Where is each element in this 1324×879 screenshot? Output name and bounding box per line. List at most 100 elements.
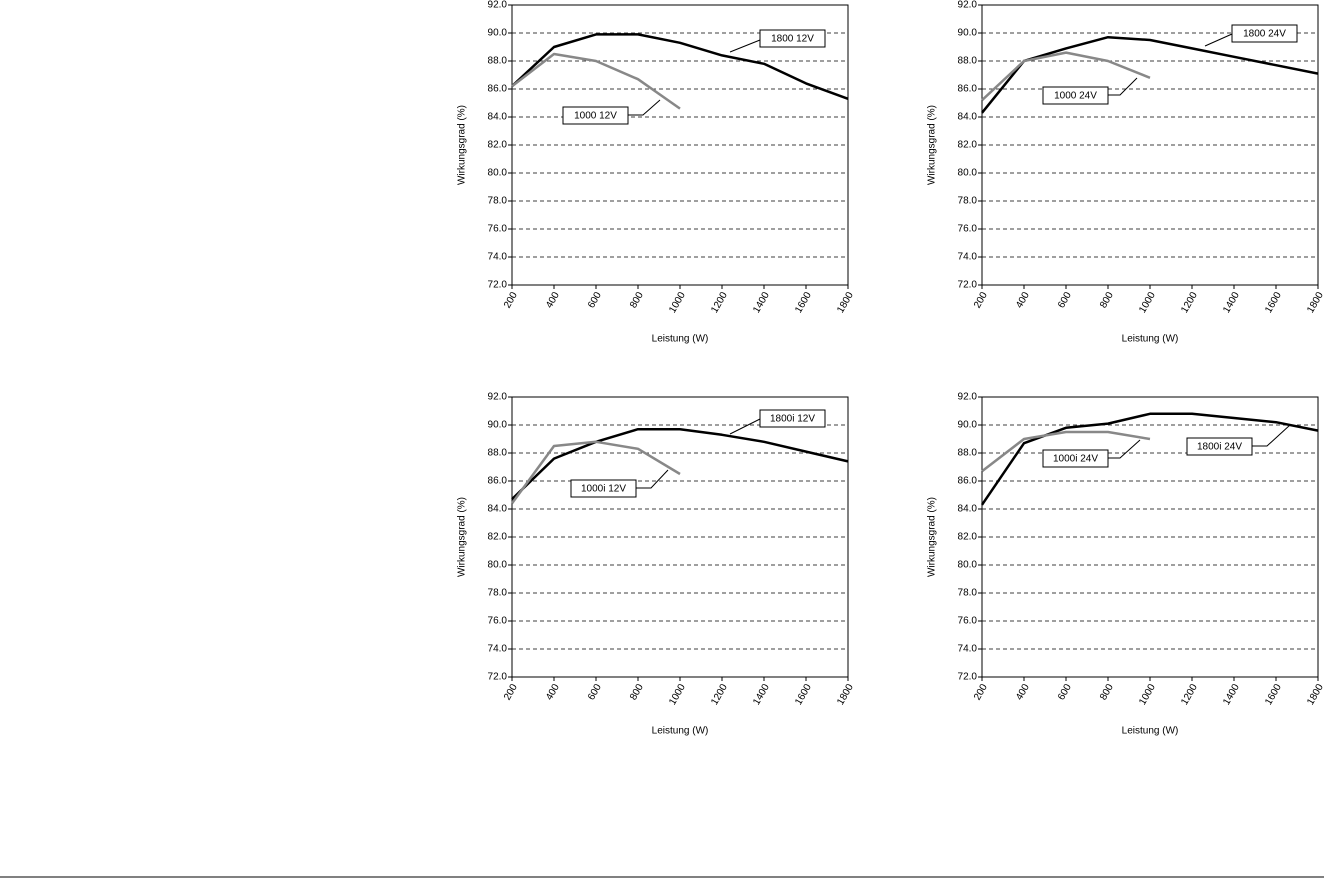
y-axis-title: Wirkungsgrad (%): [927, 105, 938, 185]
x-tick-label: 1600: [793, 290, 814, 315]
y-tick-label: 72.0: [488, 672, 508, 683]
x-tick-label: 800: [628, 290, 646, 310]
y-tick-label: 84.0: [488, 504, 508, 515]
y-tick-label: 92.0: [488, 0, 508, 11]
label-leader: [1252, 424, 1291, 447]
label-leader: [636, 469, 669, 489]
series-label: 1000 24V: [1054, 91, 1097, 102]
series-label: 1000i 12V: [581, 484, 626, 495]
y-tick-label: 78.0: [488, 196, 508, 207]
x-tick-label: 400: [1014, 290, 1032, 310]
x-tick-label: 1200: [709, 682, 730, 707]
y-tick-label: 82.0: [488, 140, 508, 151]
y-tick-label: 78.0: [958, 196, 978, 207]
x-tick-label: 800: [1098, 682, 1116, 702]
label-box: [570, 479, 637, 498]
x-tick-label: 1000: [667, 290, 688, 315]
x-tick-label: 400: [544, 682, 562, 702]
y-tick-label: 82.0: [488, 532, 508, 543]
label-box: [759, 409, 826, 428]
label-box: [1186, 437, 1253, 456]
x-tick-label: 1800: [835, 290, 856, 315]
y-tick-label: 92.0: [958, 392, 978, 403]
label-box: [1231, 24, 1298, 43]
y-tick-label: 88.0: [488, 448, 508, 459]
x-tick-label: 600: [586, 682, 604, 702]
y-tick-label: 74.0: [488, 252, 508, 263]
series-line: [981, 51, 1151, 102]
x-tick-label: 600: [1056, 682, 1074, 702]
x-axis-title: Leistung (W): [1122, 334, 1179, 345]
x-tick-label: 200: [972, 290, 990, 310]
series-line: [980, 412, 1319, 506]
series-line: [981, 35, 1319, 114]
x-tick-label: 1800: [835, 682, 856, 707]
x-tick-label: 800: [628, 682, 646, 702]
y-tick-label: 80.0: [958, 560, 978, 571]
y-tick-label: 88.0: [958, 56, 978, 67]
x-tick-label: 1400: [1221, 290, 1242, 315]
y-tick-label: 84.0: [958, 112, 978, 123]
y-tick-label: 92.0: [488, 392, 508, 403]
label-leader: [1204, 33, 1233, 47]
series-line: [511, 33, 849, 100]
x-tick-label: 1000: [1137, 682, 1158, 707]
y-tick-label: 90.0: [488, 28, 508, 39]
x-axis-title: Leistung (W): [652, 726, 709, 737]
series-label: 1800 12V: [771, 34, 814, 45]
x-tick-label: 400: [1014, 682, 1032, 702]
y-tick-label: 86.0: [958, 84, 978, 95]
label-leader: [1108, 77, 1138, 96]
y-tick-label: 88.0: [488, 56, 508, 67]
label-leader: [729, 39, 761, 53]
series-line: [510, 440, 681, 505]
label-box: [1042, 449, 1109, 468]
y-axis-title: Wirkungsgrad (%): [457, 105, 468, 185]
x-tick-label: 200: [502, 682, 520, 702]
x-tick-label: 1800: [1305, 682, 1324, 707]
x-tick-label: 800: [1098, 290, 1116, 310]
y-tick-label: 82.0: [958, 140, 978, 151]
y-tick-label: 72.0: [958, 672, 978, 683]
series-label: 1800 24V: [1243, 29, 1286, 40]
y-tick-label: 84.0: [958, 504, 978, 515]
x-axis-title: Leistung (W): [652, 334, 709, 345]
plot-frame: [511, 4, 849, 286]
x-tick-label: 200: [502, 290, 520, 310]
y-tick-label: 76.0: [488, 616, 508, 627]
y-tick-label: 90.0: [958, 420, 978, 431]
label-box: [562, 106, 629, 125]
label-leader: [729, 418, 761, 435]
label-box: [759, 29, 826, 48]
series-line: [981, 430, 1151, 473]
series-label: 1000i 24V: [1053, 454, 1098, 465]
y-tick-label: 92.0: [958, 0, 978, 11]
y-axis-title: Wirkungsgrad (%): [927, 497, 938, 577]
y-tick-label: 74.0: [488, 644, 508, 655]
y-tick-label: 86.0: [958, 476, 978, 487]
y-tick-label: 80.0: [958, 168, 978, 179]
y-tick-label: 86.0: [488, 84, 508, 95]
label-leader: [628, 99, 661, 116]
x-tick-label: 1000: [667, 682, 688, 707]
y-tick-label: 86.0: [488, 476, 508, 487]
plot-frame: [981, 4, 1319, 286]
x-tick-label: 1600: [1263, 290, 1284, 315]
x-axis-title: Leistung (W): [1122, 726, 1179, 737]
y-tick-label: 74.0: [958, 644, 978, 655]
series-line: [511, 52, 681, 110]
y-axis-title: Wirkungsgrad (%): [457, 497, 468, 577]
y-tick-label: 78.0: [488, 588, 508, 599]
y-tick-label: 72.0: [958, 280, 978, 291]
x-tick-label: 1200: [1179, 290, 1200, 315]
y-tick-label: 76.0: [488, 224, 508, 235]
x-tick-label: 1400: [751, 682, 772, 707]
series-label: 1800i 12V: [770, 414, 815, 425]
x-tick-label: 1600: [1263, 682, 1284, 707]
x-tick-label: 600: [1056, 290, 1074, 310]
x-tick-label: 400: [544, 290, 562, 310]
y-tick-label: 72.0: [488, 280, 508, 291]
y-tick-label: 76.0: [958, 224, 978, 235]
y-tick-label: 80.0: [488, 168, 508, 179]
label-box: [1042, 86, 1109, 105]
